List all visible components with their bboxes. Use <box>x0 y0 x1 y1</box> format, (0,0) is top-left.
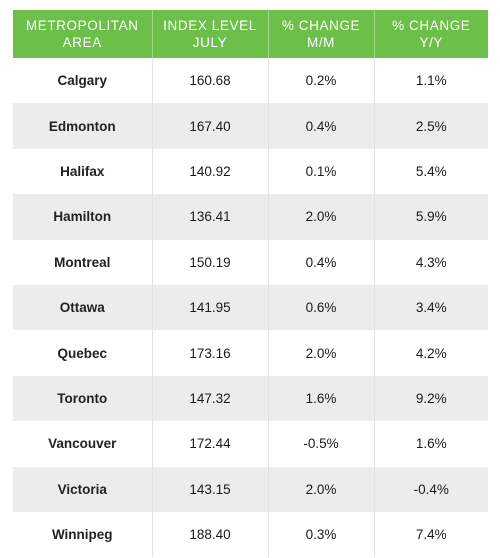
cell-area: Quebec <box>13 330 153 376</box>
table-row: Victoria 143.15 2.0% -0.4% <box>13 466 488 512</box>
table-row: Winnipeg 188.40 0.3% 7.4% <box>13 511 488 558</box>
header-line: AREA <box>62 35 102 50</box>
cell-index-level: 143.15 <box>152 466 269 512</box>
cell-change-mm: 1.6% <box>268 375 375 422</box>
index-table-container: METROPOLITAN AREA INDEX LEVEL JULY % CHA… <box>13 10 488 558</box>
table-row: Halifax 140.92 0.1% 5.4% <box>13 148 488 195</box>
cell-area: Edmonton <box>13 103 153 149</box>
header-line: % CHANGE <box>392 18 471 33</box>
cell-change-yy: 5.9% <box>374 194 488 240</box>
cell-change-yy: 3.4% <box>374 284 488 331</box>
cell-change-yy: 1.6% <box>415 436 447 452</box>
cell-area: Winnipeg <box>13 511 153 558</box>
header-row: METROPOLITAN AREA INDEX LEVEL JULY % CHA… <box>13 10 488 58</box>
cell-index-level: 173.16 <box>152 330 269 376</box>
table-row: Calgary 160.68 0.2% 1.1% <box>13 58 488 104</box>
cell-area: Calgary <box>13 58 153 104</box>
cell-area: Victoria <box>13 466 153 512</box>
table-row: Vancouver 172.44 -0.5% 1.6% <box>13 421 488 467</box>
cell-change-mm: 0.6% <box>268 284 375 331</box>
cell-change-yy: 4.2% <box>415 345 447 361</box>
cell-index-level: 150.19 <box>152 239 269 285</box>
cell-area: Toronto <box>13 375 153 422</box>
header-line: M/M <box>306 35 336 50</box>
cell-change-mm: 0.3% <box>268 511 375 558</box>
table-row: Edmonton 167.40 0.4% 2.5% <box>13 103 488 149</box>
cell-change-yy: 7.4% <box>415 527 447 543</box>
header-line: JULY <box>192 35 228 50</box>
header-change-yy: % CHANGE Y/Y <box>374 10 488 58</box>
cell-index-level: 167.40 <box>152 103 269 149</box>
cell-change-yy: 9.2% <box>374 375 488 422</box>
cell-change-yy: 4.3% <box>415 254 447 270</box>
header-index-level: INDEX LEVEL JULY <box>152 10 269 58</box>
cell-index-level: 188.40 <box>152 511 269 558</box>
cell-change-yy: 1.1% <box>415 73 447 89</box>
cell-change-mm: 2.0% <box>268 330 375 376</box>
header-change-mm: % CHANGE M/M <box>268 10 375 58</box>
header-metropolitan-area: METROPOLITAN AREA <box>13 10 153 58</box>
table-row: Toronto 147.32 1.6% 9.2% <box>13 375 488 422</box>
header-line: METROPOLITAN <box>25 18 139 33</box>
header-line: INDEX LEVEL <box>163 18 257 33</box>
header-line: Y/Y <box>419 35 444 50</box>
table-row: Hamilton 136.41 2.0% 5.9% <box>13 194 488 240</box>
table-header: METROPOLITAN AREA INDEX LEVEL JULY % CHA… <box>13 10 488 58</box>
cell-index-level: 136.41 <box>152 194 269 240</box>
cell-change-yy: 5.4% <box>415 163 447 179</box>
cell-index-level: 172.44 <box>152 421 269 467</box>
cell-change-mm: 2.0% <box>268 466 375 512</box>
cell-area: Montreal <box>13 239 153 285</box>
table-row: Ottawa 141.95 0.6% 3.4% <box>13 284 488 331</box>
cell-index-level: 147.32 <box>152 375 269 422</box>
table-body: Calgary 160.68 0.2% 1.1% Edmonton 167.40 0.4% 2… <box>13 58 488 558</box>
index-table: METROPOLITAN AREA INDEX LEVEL JULY % CHA… <box>13 10 488 558</box>
cell-area: Hamilton <box>13 194 153 240</box>
cell-change-mm: 0.2% <box>268 58 375 104</box>
cell-change-mm: 0.1% <box>268 148 375 195</box>
header-line: % CHANGE <box>281 18 361 33</box>
cell-area: Halifax <box>13 148 153 195</box>
table-row: Quebec 173.16 2.0% 4.2% <box>13 330 488 376</box>
cell-change-yy: 2.5% <box>374 103 488 149</box>
cell-change-mm: -0.5% <box>268 421 375 467</box>
cell-index-level: 141.95 <box>152 284 269 331</box>
cell-index-level: 160.68 <box>152 58 269 104</box>
cell-change-mm: 2.0% <box>268 194 375 240</box>
cell-area: Vancouver <box>13 421 153 467</box>
table-row: Montreal 150.19 0.4% 4.3% <box>13 239 488 285</box>
cell-change-mm: 0.4% <box>268 103 375 149</box>
cell-change-mm: 0.4% <box>268 239 375 285</box>
cell-index-level: 140.92 <box>152 148 269 195</box>
cell-area: Ottawa <box>13 284 153 331</box>
cell-change-yy: -0.4% <box>374 466 488 512</box>
